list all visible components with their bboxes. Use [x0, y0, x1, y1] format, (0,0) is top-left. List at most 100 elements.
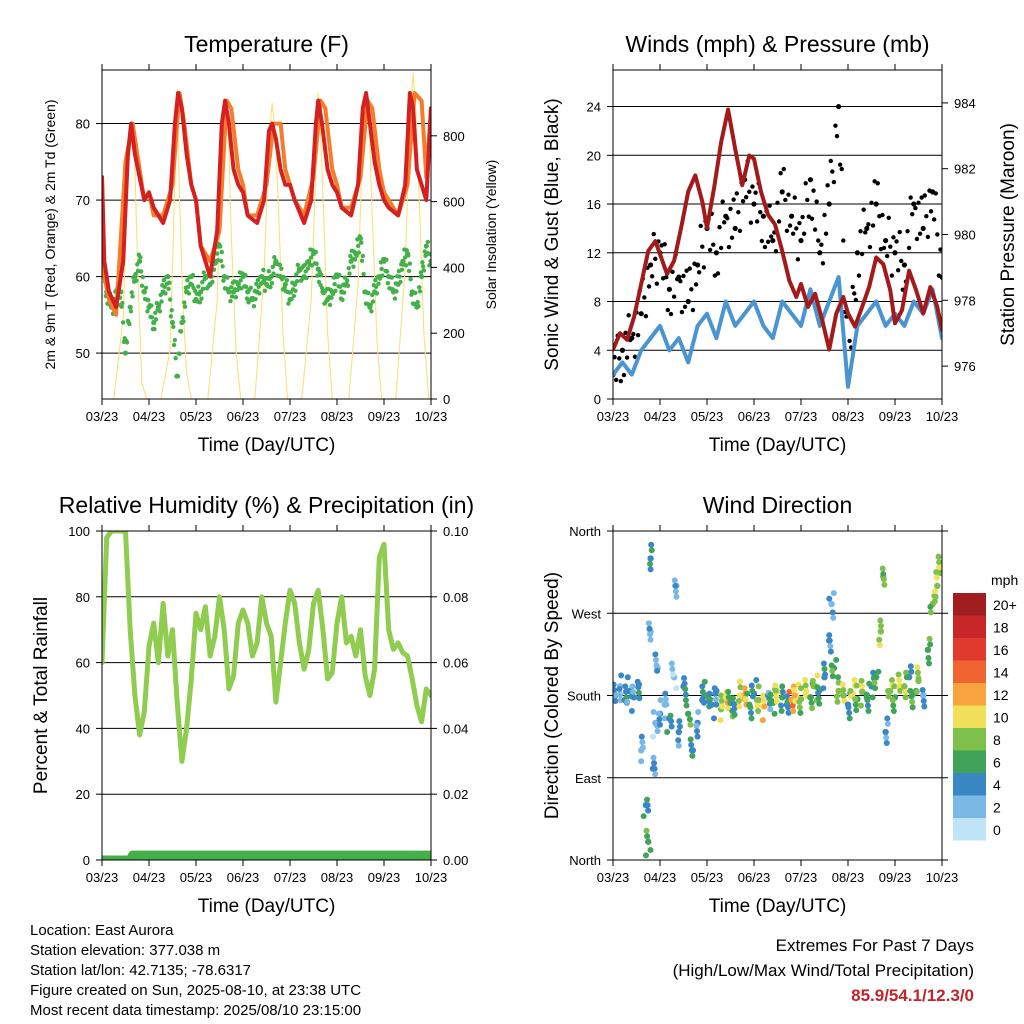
gust-point	[715, 271, 721, 276]
direction-point	[796, 704, 803, 711]
legend-label: 14	[993, 665, 1009, 681]
gust-point	[812, 227, 818, 232]
x-tick-label: 03/23	[86, 870, 119, 885]
direction-point	[773, 693, 780, 700]
dewpoint-point	[427, 263, 431, 268]
gust-point	[853, 297, 859, 303]
legend-label: 18	[993, 620, 1009, 636]
gust-point	[743, 194, 749, 200]
direction-point	[888, 676, 895, 683]
direction-point	[880, 576, 887, 583]
dewpoint-point	[166, 286, 171, 292]
legend-swatch	[953, 683, 986, 706]
direction-point	[779, 688, 786, 695]
legend-swatch	[953, 750, 986, 773]
dewpoint-point	[272, 254, 277, 260]
y-right-tick-label: 976	[954, 359, 976, 374]
dewpoint-point	[416, 303, 421, 309]
y-axis-title: Direction (Colored By Speed)	[542, 572, 563, 819]
gust-point	[758, 209, 763, 215]
dewpoint-point	[185, 284, 191, 289]
gust-point	[880, 212, 885, 218]
gust-point	[825, 183, 830, 188]
dewpoint-point	[161, 277, 167, 283]
dewpoint-point	[178, 329, 184, 334]
direction-point	[779, 683, 786, 690]
winds_pressure-panel: 03/23 04/23 05/23 06/23 07/23 08/23 09/23 10/23…	[542, 31, 1019, 456]
direction-point	[662, 690, 669, 697]
direction-point	[797, 709, 804, 716]
dewpoint-point	[359, 240, 364, 245]
gust-point	[635, 333, 641, 338]
dewpoint-point	[141, 289, 147, 295]
gust-point	[747, 189, 752, 195]
dewpoint-point	[169, 319, 176, 326]
precip-line	[102, 850, 431, 860]
direction-point	[731, 706, 738, 713]
gust-point	[682, 304, 688, 309]
direction-point	[667, 712, 674, 719]
direction-point	[719, 703, 726, 710]
dewpoint-point	[213, 261, 218, 266]
dewpoint-point	[255, 277, 261, 283]
gust-point	[800, 214, 805, 220]
gust-point	[872, 179, 877, 184]
gust-point	[924, 214, 929, 219]
direction-point	[675, 737, 682, 744]
direction-point	[648, 547, 655, 554]
dewpoint-point	[201, 270, 207, 275]
gust-point	[828, 158, 833, 164]
gust-point	[811, 188, 816, 193]
direction-point	[925, 655, 932, 662]
direction-point	[927, 609, 934, 616]
y-right-tick-label: 0.00	[443, 853, 468, 868]
direction-point	[880, 570, 887, 577]
y-tick-label: North	[569, 524, 601, 539]
gust-point	[653, 256, 658, 262]
gust-point	[841, 238, 846, 243]
direction-point	[744, 690, 751, 697]
gust-point	[712, 273, 718, 278]
dewpoint-point	[168, 314, 174, 319]
y-tick-label: 24	[587, 100, 601, 115]
dewpoint-point	[344, 278, 350, 283]
gust-point	[919, 195, 924, 200]
dewpoint-point	[145, 309, 150, 314]
gust-point	[689, 287, 694, 292]
y-tick-label: North	[569, 853, 601, 868]
dewpoint-point	[124, 340, 130, 345]
gust-point	[906, 245, 912, 251]
direction-point	[741, 685, 748, 692]
direction-point	[895, 671, 902, 678]
direction-point	[640, 813, 647, 820]
direction-point	[890, 702, 897, 709]
dewpoint-point	[266, 269, 272, 274]
direction-point	[742, 696, 749, 703]
rh_precip-plot-area	[102, 531, 431, 860]
dewpoint-point	[357, 235, 364, 241]
dewpoint-point	[423, 243, 429, 249]
direction-point	[634, 678, 641, 685]
direction-point	[675, 728, 682, 736]
gust-point	[905, 229, 910, 234]
direction-point	[802, 676, 809, 683]
gust-point	[807, 177, 814, 183]
gust-point	[613, 354, 617, 360]
gust-point	[767, 203, 772, 208]
direction-point	[909, 698, 916, 705]
dewpoint-point	[302, 262, 308, 268]
dewpoint-point	[149, 303, 154, 308]
gust-point	[854, 250, 861, 256]
dewpoint-point	[167, 280, 172, 285]
direction-point	[645, 838, 652, 845]
gust-point	[632, 354, 638, 359]
dewpoint-point	[286, 301, 291, 306]
gust-point	[751, 201, 757, 207]
dewpoint-point	[294, 278, 300, 284]
direction-point	[617, 691, 624, 698]
gust-point	[748, 220, 754, 225]
direction-point	[761, 703, 768, 710]
dewpoint-point	[163, 291, 168, 296]
legend-swatch	[953, 660, 986, 683]
direction-point	[650, 708, 657, 715]
